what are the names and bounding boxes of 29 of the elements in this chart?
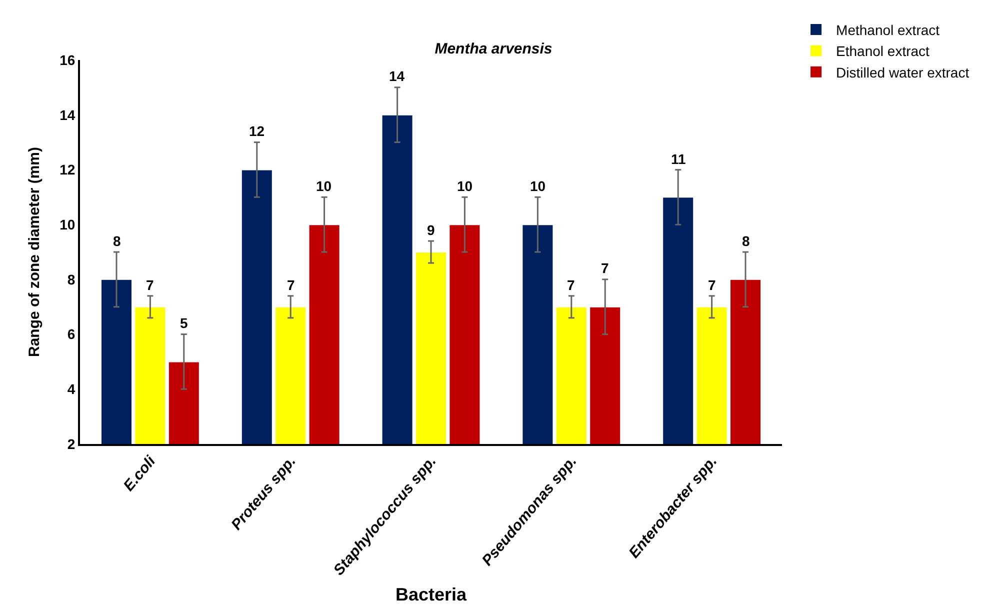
y-tick-label: 14 bbox=[60, 106, 76, 123]
y-tick-label: 10 bbox=[60, 216, 76, 232]
y-tick-label: 2 bbox=[67, 436, 76, 452]
data-label: 5 bbox=[180, 315, 188, 331]
y-tick-label: 12 bbox=[60, 162, 76, 178]
data-label: 7 bbox=[287, 277, 295, 293]
data-label: 7 bbox=[146, 277, 154, 293]
data-label: 8 bbox=[742, 233, 750, 249]
data-label: 9 bbox=[427, 222, 435, 238]
y-tick-label: 6 bbox=[67, 326, 76, 342]
data-label: 8 bbox=[113, 233, 121, 249]
data-label: 14 bbox=[389, 68, 405, 84]
data-label: 10 bbox=[457, 178, 473, 194]
data-label: 12 bbox=[249, 123, 265, 139]
y-tick-label: 16 bbox=[60, 52, 76, 68]
data-label: 7 bbox=[601, 260, 609, 276]
data-label: 10 bbox=[316, 178, 332, 194]
data-label: 11 bbox=[671, 151, 686, 167]
chart-title: Mentha arvensis bbox=[434, 40, 552, 58]
data-label: 7 bbox=[567, 277, 575, 293]
y-tick-label: 4 bbox=[67, 381, 76, 398]
x-axis-title: Bacteria bbox=[395, 584, 468, 604]
y-tick-label: 8 bbox=[67, 271, 76, 288]
legend-label: Distilled water extract bbox=[836, 64, 970, 80]
legend-label: Ethanol extract bbox=[836, 43, 930, 60]
data-label: 7 bbox=[708, 277, 716, 293]
y-axis-title: Range of zone diameter (mm) bbox=[26, 146, 43, 358]
legend-label: Methanol extract bbox=[836, 22, 940, 38]
data-label: 10 bbox=[530, 178, 546, 194]
